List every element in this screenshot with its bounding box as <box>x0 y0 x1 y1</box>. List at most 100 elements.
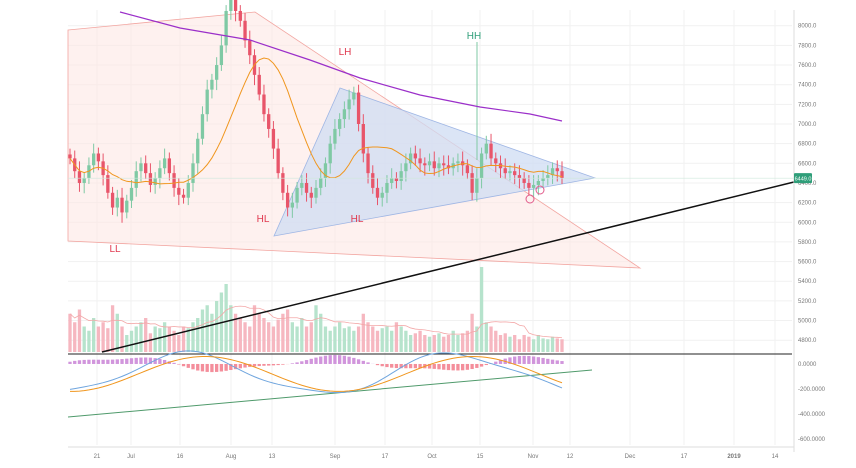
macd-histogram-bar <box>479 363 484 367</box>
candle <box>162 158 167 169</box>
candle <box>167 158 172 174</box>
candle <box>366 153 370 174</box>
volume-bar <box>191 322 195 352</box>
candle <box>347 99 351 110</box>
candle <box>82 178 86 183</box>
x-tick-label: Oct <box>427 454 437 460</box>
y-tick-label: 6000.0 <box>798 220 817 226</box>
macd-histogram-bar <box>134 357 138 364</box>
candle <box>248 40 252 56</box>
macd-histogram-bar <box>125 358 129 364</box>
macd-histogram-bar <box>498 360 503 364</box>
volume-bar <box>314 305 318 352</box>
y-tick-label: 5200.0 <box>798 299 817 305</box>
macd-histogram-bar <box>361 360 365 364</box>
macd-histogram-bar <box>385 363 389 368</box>
macd-histogram-bar <box>210 363 214 373</box>
volume-bar <box>470 313 474 352</box>
candle <box>385 182 389 193</box>
candle <box>233 0 238 11</box>
macd-histogram-bar <box>267 363 271 366</box>
macd-histogram-bar <box>375 363 380 366</box>
y-tick-label: 6200.0 <box>798 201 817 207</box>
candle <box>479 153 484 179</box>
volume-bar <box>238 318 242 352</box>
volume-bar <box>158 328 162 352</box>
macd-histogram-bar <box>527 356 531 364</box>
candle <box>456 161 460 164</box>
macd-histogram-bar <box>531 356 536 364</box>
macd-histogram-bar <box>186 363 190 368</box>
macd-histogram-bar <box>96 359 101 364</box>
x-tick-label: 12 <box>567 454 574 460</box>
volume-bar <box>390 330 394 352</box>
macd-histogram-bar <box>304 360 309 364</box>
macd-histogram-bar <box>290 363 295 364</box>
macd-histogram-bar <box>314 357 318 364</box>
x-tick-label: 2019 <box>727 454 741 460</box>
candle <box>437 163 441 169</box>
candle <box>390 178 394 183</box>
volume-bar <box>550 336 555 352</box>
candle <box>309 192 313 198</box>
macd-histogram-bar <box>347 356 351 364</box>
candle <box>144 163 148 174</box>
macd-y-tick-label: -200.0000 <box>798 387 826 393</box>
volume-bar <box>418 330 422 352</box>
retest-marker <box>525 194 535 204</box>
candle <box>484 143 488 154</box>
macd-histogram-bar <box>475 363 479 368</box>
macd-histogram-bar <box>238 363 242 369</box>
candle <box>560 171 564 179</box>
candle <box>177 187 181 195</box>
macd-histogram-bar <box>219 363 224 372</box>
candle <box>371 173 375 188</box>
volume-bar <box>451 330 455 352</box>
candle <box>219 45 224 66</box>
candle <box>295 187 299 203</box>
candle <box>503 168 507 174</box>
volume-bar <box>139 322 143 352</box>
macd-histogram-bar <box>418 363 422 369</box>
candle <box>394 178 399 181</box>
macd-histogram-bar <box>442 363 446 370</box>
candle <box>541 178 545 181</box>
volume-bar <box>77 309 82 352</box>
macd-histogram-bar <box>82 359 86 364</box>
volume-bar <box>375 330 380 352</box>
candle <box>158 168 162 179</box>
x-tick-label: 17 <box>382 454 389 460</box>
candle <box>91 153 96 166</box>
macd-histogram-bar <box>494 361 498 364</box>
macd-histogram-bar <box>427 363 432 369</box>
candle <box>196 138 200 164</box>
volume-bar <box>408 335 413 352</box>
macd-histogram-bar <box>106 359 110 364</box>
candle <box>139 163 143 172</box>
macd-histogram-bar <box>162 359 167 364</box>
macd-histogram-bar <box>101 359 105 364</box>
volume-bar <box>361 313 365 352</box>
macd-histogram-bar <box>115 359 119 364</box>
candle <box>427 161 432 166</box>
macd-histogram-bar <box>153 358 157 364</box>
macd-histogram-bar <box>87 359 91 364</box>
macd-histogram-bar <box>555 360 559 364</box>
volume-bar <box>536 335 541 352</box>
volume-bar <box>87 330 91 352</box>
macd-histogram-bar <box>91 359 96 364</box>
volume-bar <box>555 338 559 352</box>
volume-bar <box>517 339 522 352</box>
pattern-label-ll: LL <box>109 244 121 255</box>
volume-bar <box>304 326 309 352</box>
macd-histogram-bar <box>342 355 347 364</box>
macd-support-trendline <box>67 369 593 418</box>
candle <box>243 20 247 41</box>
macd-histogram-bar <box>309 358 313 364</box>
candle <box>205 89 209 115</box>
volume-bar <box>290 322 295 352</box>
macd-histogram-bar <box>333 354 337 364</box>
volume-bar <box>120 326 124 352</box>
